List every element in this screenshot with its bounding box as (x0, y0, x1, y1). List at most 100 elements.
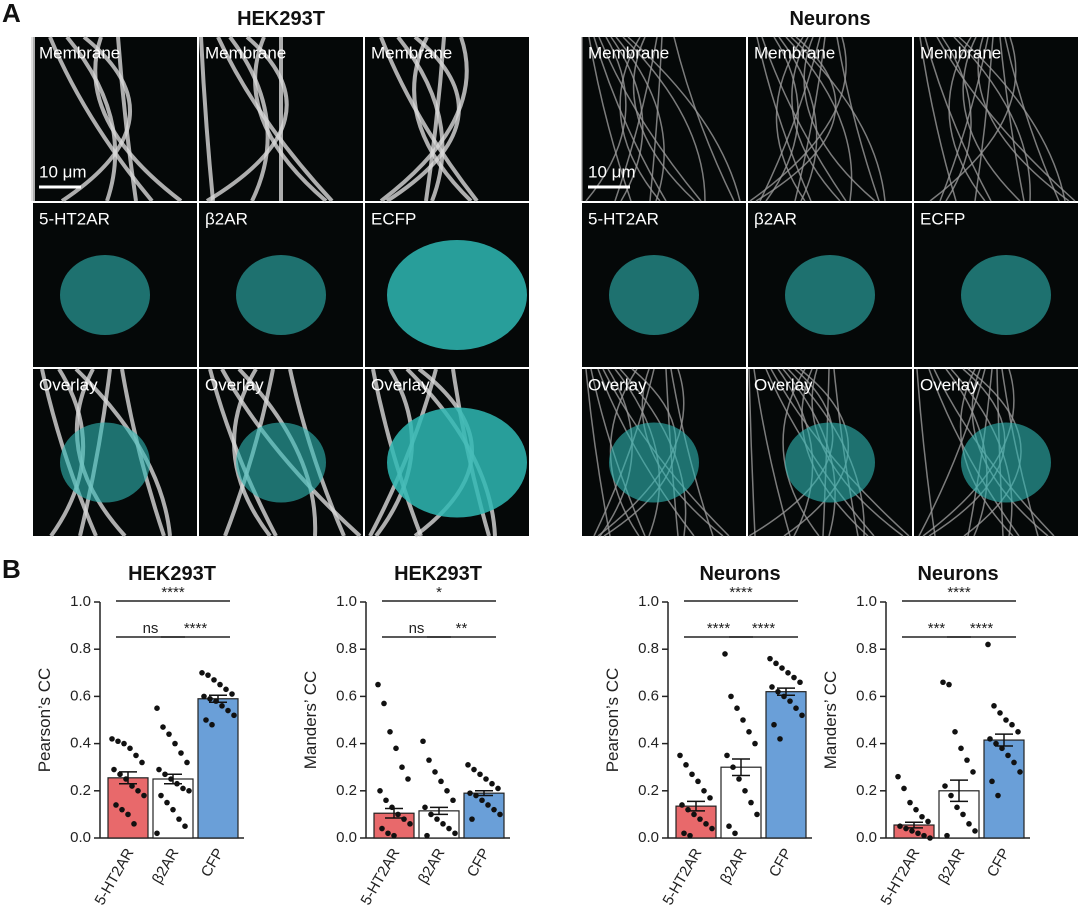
y-tick-label: 0.4 (70, 735, 91, 752)
data-point (683, 762, 689, 768)
data-point (391, 832, 397, 839)
membrane-texture (790, 36, 886, 202)
data-point (691, 811, 697, 818)
data-point (703, 821, 709, 827)
data-point (748, 799, 754, 806)
data-point (422, 804, 428, 811)
bar (983, 739, 1025, 839)
data-point (970, 769, 976, 775)
data-point (954, 804, 960, 811)
significance-label: * (436, 584, 442, 601)
data-point (432, 769, 438, 775)
x-tick-label: CFP (198, 846, 228, 880)
y-tick-label: 0.6 (856, 687, 877, 704)
data-point (746, 729, 752, 735)
data-point (966, 821, 972, 827)
image-label: Membrane (588, 43, 669, 62)
data-point (736, 776, 742, 782)
data-point (387, 729, 393, 735)
membrane-texture (936, 36, 1076, 202)
membrane-texture (999, 36, 1025, 202)
y-axis-label: Manders’ CC (301, 671, 320, 770)
data-point (139, 759, 145, 766)
data-point (209, 721, 215, 728)
image-content (387, 240, 527, 350)
data-point (689, 771, 695, 778)
data-point (166, 731, 172, 737)
significance-label: **** (161, 584, 185, 601)
x-tick-label: β2AR (717, 845, 751, 886)
data-point (477, 771, 483, 778)
fluorescence (785, 255, 875, 335)
error-bar (687, 800, 705, 812)
membrane-texture (610, 36, 644, 202)
fluorescence (387, 240, 527, 350)
data-point (205, 672, 211, 678)
image-content (749, 36, 886, 202)
data-point (775, 688, 781, 695)
significance-label: ns (143, 620, 159, 637)
membrane-texture (785, 36, 853, 202)
data-point (223, 686, 229, 693)
data-point (217, 681, 223, 688)
image-label: Overlay (588, 375, 647, 394)
y-tick-label: 1.0 (638, 593, 659, 610)
data-point (1011, 759, 1017, 766)
y-axis-label: Pearson’s CC (35, 668, 54, 773)
data-point (113, 802, 119, 808)
membrane-texture (205, 35, 289, 203)
membrane-texture (615, 36, 665, 202)
fluorescence (609, 422, 699, 503)
data-point (489, 780, 495, 787)
y-axis-label: Manders’ CC (821, 671, 840, 770)
data-point (771, 721, 777, 728)
data-point (377, 788, 383, 794)
y-tick-label: 0.8 (638, 640, 659, 657)
data-point (399, 764, 405, 770)
membrane-texture (598, 36, 702, 202)
membrane-texture (974, 36, 994, 202)
data-point (172, 740, 178, 747)
membrane-texture (836, 36, 880, 202)
membrane-texture (962, 36, 1021, 202)
data-point (434, 816, 440, 822)
image-label: ECFP (920, 209, 965, 228)
data-point (944, 832, 950, 839)
membrane-texture (939, 36, 989, 202)
membrane-texture (919, 36, 957, 202)
y-tick-label: 0.4 (336, 735, 357, 752)
fluorescence (387, 407, 527, 518)
data-point (395, 811, 401, 818)
data-point (728, 693, 734, 700)
data-point (695, 778, 701, 785)
membrane-texture (232, 367, 272, 538)
data-point (469, 816, 475, 822)
membrane-texture (953, 36, 1031, 202)
membrane-texture (93, 36, 183, 203)
data-point (958, 745, 964, 752)
data-point (483, 776, 489, 782)
significance-label: *** (928, 620, 946, 637)
fluorescence (609, 255, 699, 335)
data-point (495, 785, 501, 792)
image-label: Membrane (205, 43, 286, 62)
membrane-texture (753, 368, 791, 537)
membrane-texture (755, 36, 837, 202)
image-content (748, 368, 910, 537)
data-point (467, 790, 473, 796)
scale-bar-label: 10 μm (588, 162, 636, 181)
data-point (740, 717, 746, 723)
data-point (907, 799, 913, 806)
data-point (707, 795, 713, 801)
data-point (999, 745, 1005, 752)
y-tick-label: 0.2 (856, 782, 877, 799)
image-content (581, 36, 741, 202)
image-content (379, 35, 479, 203)
y-tick-label: 0.2 (336, 782, 357, 799)
data-point (446, 825, 452, 832)
data-point (182, 823, 188, 829)
data-point (919, 813, 925, 820)
data-point (925, 818, 931, 825)
membrane-texture (116, 36, 138, 202)
image-label: β2AR (754, 209, 797, 228)
